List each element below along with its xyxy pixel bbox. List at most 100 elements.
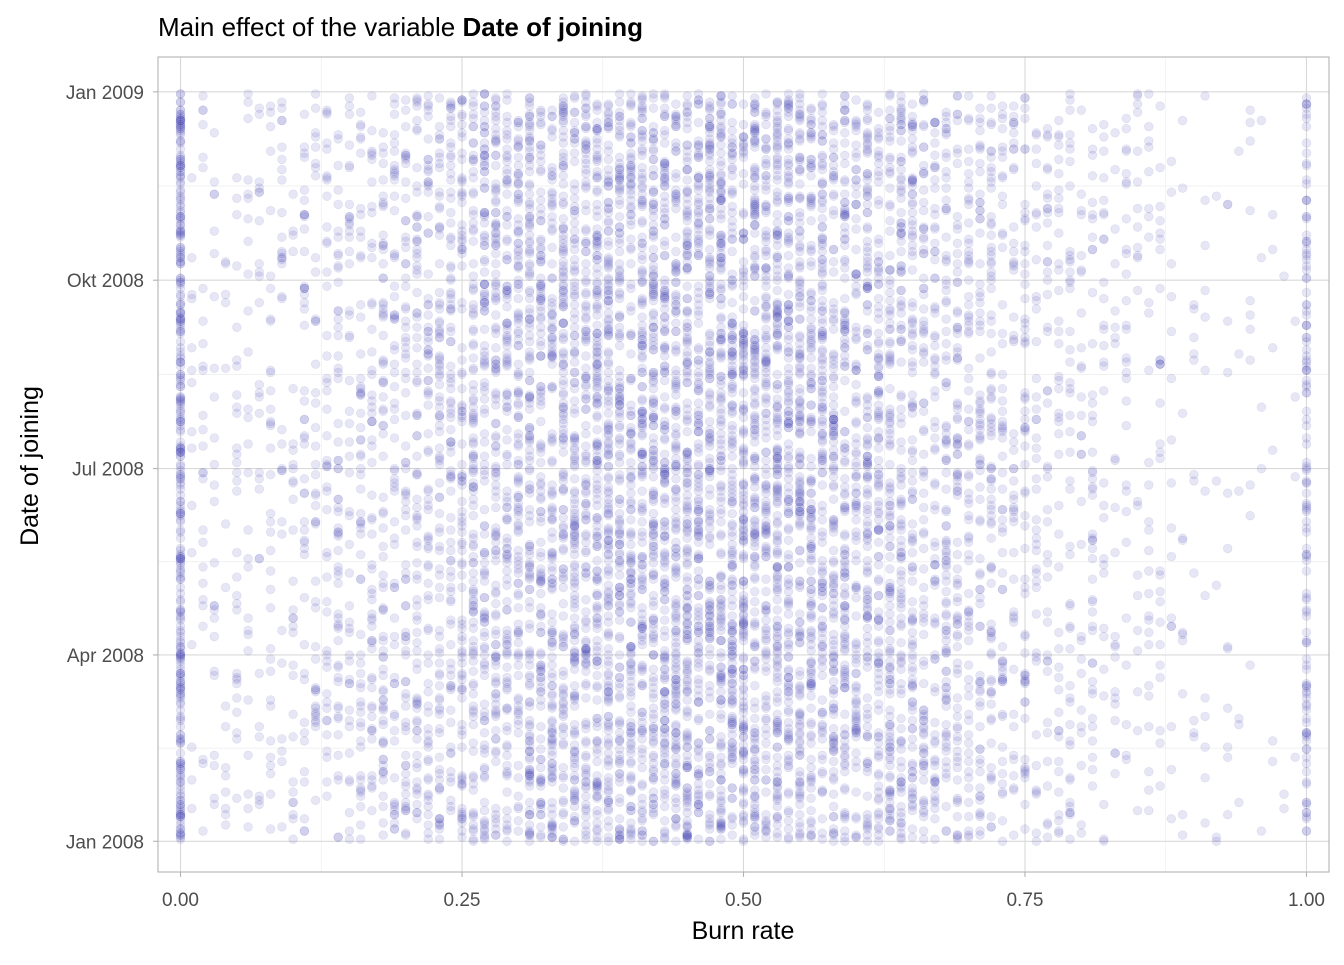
data-point: [919, 601, 928, 610]
data-point: [1144, 517, 1153, 526]
data-point: [244, 468, 253, 477]
data-point: [784, 331, 793, 340]
data-point: [998, 397, 1007, 406]
data-point: [1178, 116, 1187, 125]
data-point: [908, 456, 917, 465]
data-point: [1009, 548, 1018, 557]
data-point: [446, 773, 455, 782]
data-point: [458, 231, 467, 240]
data-point: [266, 272, 275, 281]
data-point: [356, 485, 365, 494]
data-point: [1201, 819, 1210, 828]
data-point: [1302, 415, 1311, 424]
data-point: [424, 212, 433, 221]
data-point: [435, 411, 444, 420]
data-point: [514, 728, 523, 737]
data-point: [964, 235, 973, 244]
data-point: [829, 401, 838, 410]
data-point: [390, 726, 399, 735]
data-point: [1088, 753, 1097, 762]
data-point: [931, 434, 940, 443]
data-point: [987, 395, 996, 404]
data-point: [1223, 489, 1232, 498]
data-point: [840, 190, 849, 199]
data-point: [176, 186, 185, 195]
data-point: [1144, 692, 1153, 701]
data-point: [300, 814, 309, 823]
data-point: [795, 767, 804, 776]
data-point: [1302, 352, 1311, 361]
data-point: [401, 317, 410, 326]
data-point: [480, 806, 489, 815]
data-point: [458, 384, 467, 393]
data-point: [582, 429, 591, 438]
data-point: [323, 386, 332, 395]
data-point: [1099, 386, 1108, 395]
data-point: [199, 92, 208, 101]
data-point: [818, 671, 827, 680]
data-point: [863, 694, 872, 703]
data-point: [559, 448, 568, 457]
data-point: [356, 300, 365, 309]
data-point: [323, 223, 332, 232]
data-point: [840, 458, 849, 467]
data-point: [615, 778, 624, 787]
data-point: [1021, 294, 1030, 303]
data-point: [694, 835, 703, 844]
data-point: [762, 755, 771, 764]
data-point: [503, 96, 512, 105]
data-point: [1043, 462, 1052, 471]
data-point: [840, 335, 849, 344]
data-point: [278, 425, 287, 434]
data-point: [1054, 130, 1063, 139]
data-point: [345, 569, 354, 578]
data-point: [897, 358, 906, 367]
data-point: [762, 247, 771, 256]
data-point: [784, 440, 793, 449]
data-point: [976, 114, 985, 123]
data-point: [424, 401, 433, 410]
data-point: [728, 739, 737, 748]
data-point: [852, 788, 861, 797]
data-point: [559, 425, 568, 434]
data-point: [491, 270, 500, 279]
data-point: [852, 141, 861, 150]
data-point: [863, 792, 872, 801]
data-point: [762, 135, 771, 144]
data-point: [323, 192, 332, 201]
data-point: [1077, 251, 1086, 260]
data-point: [773, 370, 782, 379]
data-point: [1088, 339, 1097, 348]
data-point: [953, 632, 962, 641]
data-point: [232, 210, 241, 219]
data-point: [390, 282, 399, 291]
data-point: [266, 753, 275, 762]
data-point: [469, 364, 478, 373]
data-point: [762, 714, 771, 723]
data-point: [446, 194, 455, 203]
data-point: [1099, 513, 1108, 522]
data-point: [987, 104, 996, 113]
data-point: [446, 425, 455, 434]
data-point: [232, 458, 241, 467]
data-point: [953, 642, 962, 651]
data-point: [863, 825, 872, 834]
data-point: [1144, 481, 1153, 490]
chart-title-bold: Date of joining: [462, 12, 643, 42]
data-point: [582, 487, 591, 496]
data-point: [469, 511, 478, 520]
data-point: [1021, 200, 1030, 209]
data-point: [446, 546, 455, 555]
data-point: [672, 204, 681, 213]
data-point: [266, 585, 275, 594]
data-point: [1144, 567, 1153, 576]
data-point: [987, 153, 996, 162]
data-point: [1009, 477, 1018, 486]
data-point: [345, 259, 354, 268]
data-point: [469, 577, 478, 586]
data-point: [176, 583, 185, 592]
data-point: [390, 614, 399, 623]
data-point: [278, 823, 287, 832]
data-point: [863, 757, 872, 766]
data-point: [1302, 159, 1311, 168]
